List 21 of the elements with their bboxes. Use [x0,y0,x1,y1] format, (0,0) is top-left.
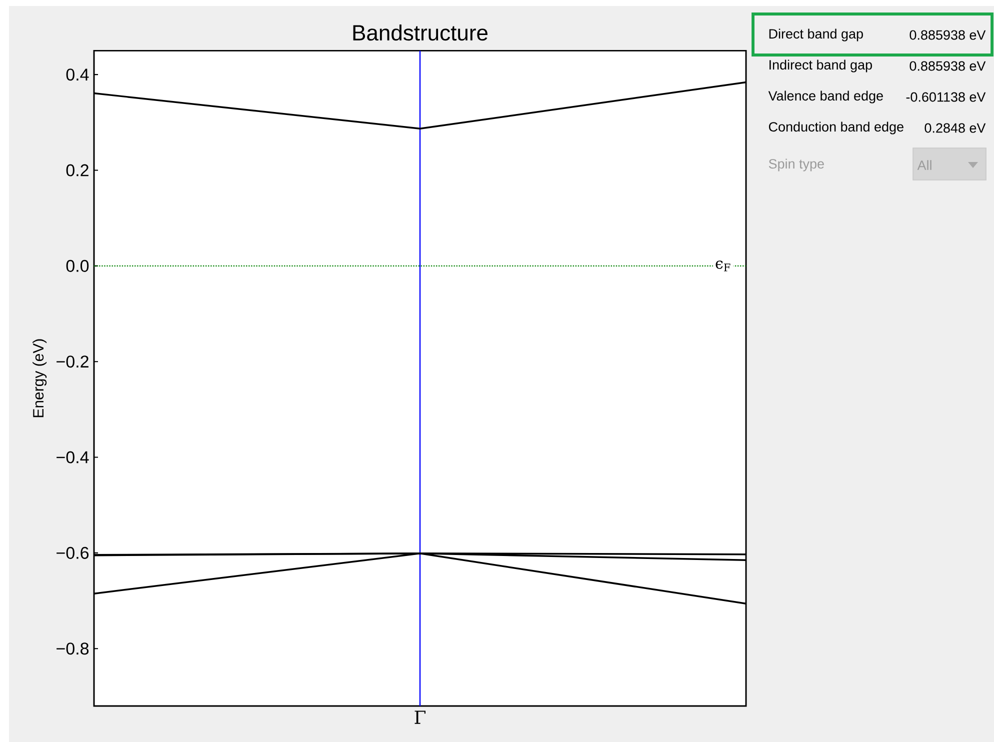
text: Conduction band edge [768,122,904,134]
y-tick-label: −0.8 [56,642,89,655]
text: 0.885938 eV [910,30,986,40]
y-tick-label: 0.4 [66,68,89,81]
ref-line-label: ϵ$_{F}$ [716,260,730,272]
y-tick-label: −0.2 [56,356,88,368]
text: 0.2848 eV [924,123,986,133]
chart-title: Bandstructure [353,24,488,41]
y-axis-title: Energy (eV) [32,339,47,418]
text: Indirect band gap [770,60,872,72]
text: All [917,160,932,170]
text: Direct band gap [769,28,863,42]
y-tick-label: 0.2 [66,164,88,176]
y-tick-label: −0.6 [56,546,89,559]
text: Valence band edge [768,90,883,104]
y-tick-label: −0.4 [56,451,89,464]
text: Spin type [768,158,824,172]
text: 0.885938 eV [910,61,986,71]
x-tick-label: Γ [414,710,426,724]
y-tick-label: 0.0 [66,260,89,272]
text: -0.601138 eV [906,92,986,102]
